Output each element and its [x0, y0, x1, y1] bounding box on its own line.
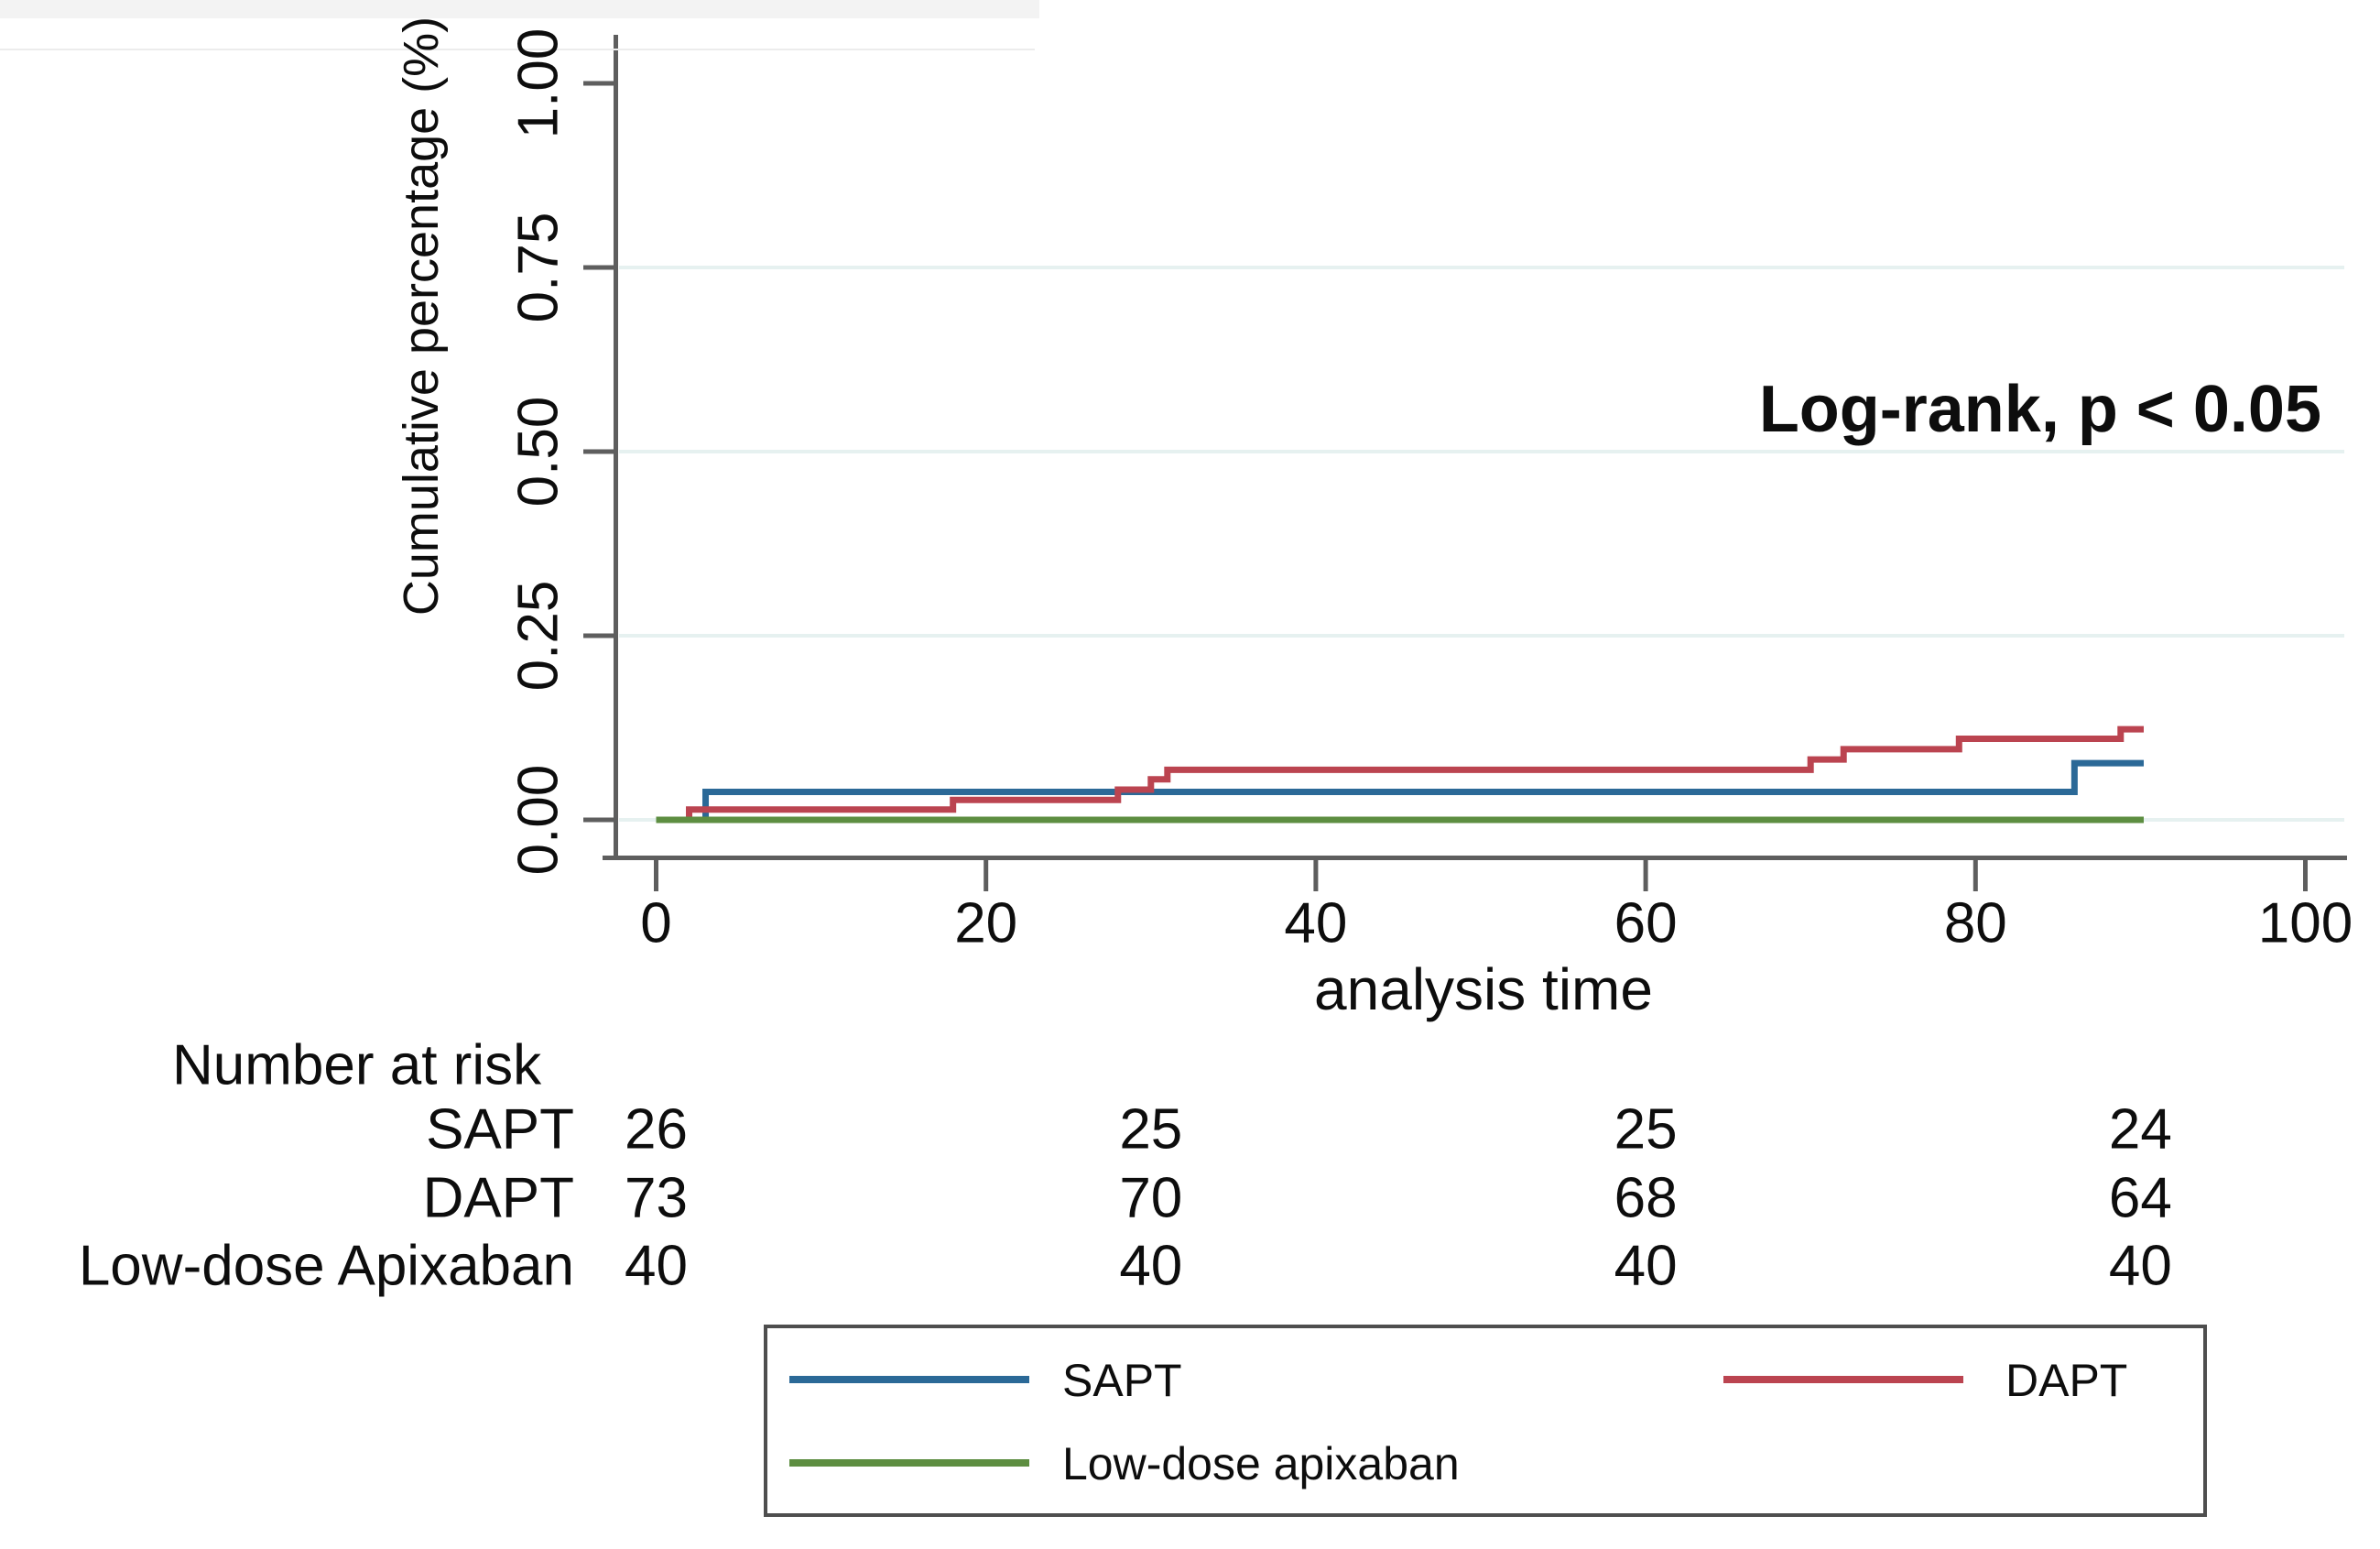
legend-swatch-apixaban [789, 1459, 1029, 1467]
legend-swatch-dapt [1723, 1376, 1963, 1383]
risk-count: 40 [1614, 1234, 1678, 1298]
top-hairline [0, 49, 1035, 50]
risk-table-title: Number at risk [172, 1033, 542, 1097]
y-axis-title: Cumulative percentage (%) [394, 16, 449, 616]
risk-count: 64 [2108, 1166, 2172, 1229]
x-tick-label: 60 [1614, 891, 1678, 955]
y-tick-label: 0.25 [506, 580, 571, 692]
risk-count: 25 [1614, 1097, 1678, 1162]
risk-count: 26 [625, 1097, 688, 1162]
risk-count: 40 [625, 1234, 688, 1298]
risk-count: 40 [1119, 1234, 1183, 1298]
top-gray-band [0, 0, 1039, 18]
x-tick-label: 20 [954, 891, 1018, 955]
legend-label-dapt: DAPT [2005, 1355, 2128, 1406]
risk-count: 40 [2108, 1234, 2172, 1298]
risk-row-label: DAPT [422, 1166, 574, 1229]
x-axis-title: analysis time [1314, 956, 1653, 1022]
risk-row-label: SAPT [426, 1097, 574, 1162]
risk-count: 68 [1614, 1166, 1678, 1229]
y-tick-label: 1.00 [506, 27, 571, 139]
legend-swatch-sapt [789, 1376, 1029, 1383]
risk-count: 73 [625, 1166, 688, 1229]
y-tick-label: 0.75 [506, 212, 571, 323]
risk-row-label: Low-dose Apixaban [78, 1234, 574, 1298]
x-tick-label: 40 [1284, 891, 1348, 955]
risk-count: 24 [2108, 1097, 2172, 1162]
x-tick-label: 100 [2257, 891, 2353, 955]
legend-box: SAPT DAPT Low-dose apixaban [764, 1325, 2207, 1517]
log-rank-annotation: Log-rank, p < 0.05 [1758, 373, 2321, 446]
risk-count: 25 [1119, 1097, 1183, 1162]
y-tick-label: 0.00 [506, 764, 571, 876]
legend-label-apixaban: Low-dose apixaban [1062, 1438, 1460, 1489]
y-tick-label: 0.50 [506, 396, 571, 507]
curve-dapt [656, 725, 2145, 824]
risk-count: 70 [1119, 1166, 1183, 1229]
legend-label-sapt: SAPT [1062, 1355, 1182, 1406]
x-tick-label: 0 [640, 891, 672, 955]
x-tick-label: 80 [1943, 891, 2007, 955]
